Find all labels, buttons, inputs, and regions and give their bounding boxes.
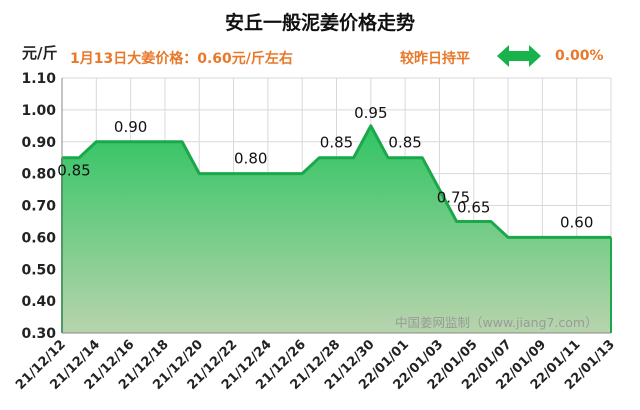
series-line (62, 124, 611, 239)
y-tick-label: 0.40 (21, 294, 56, 310)
data-label: 0.60 (560, 213, 593, 231)
y-tick-label: 1.10 (21, 71, 56, 87)
data-label: 0.85 (57, 162, 90, 180)
y-unit-label: 元/斤 (22, 44, 58, 62)
watermark: 中国姜网监制（www.jiang7.com） (395, 315, 598, 330)
price-subtitle: 1月13日大姜价格：0.60元/斤左右 (70, 51, 293, 67)
data-label: 0.95 (354, 104, 387, 122)
chart-title: 安丘一般泥姜价格走势 (224, 12, 415, 34)
data-label: 0.90 (114, 118, 147, 136)
data-label: 0.75 (437, 189, 470, 207)
y-tick-label: 0.30 (21, 326, 56, 342)
area-fill (62, 125, 611, 333)
y-tick-label: 1.00 (21, 103, 56, 119)
data-label: 0.65 (457, 198, 490, 216)
status-text: 较昨日持平 (400, 51, 470, 67)
y-tick-label: 0.50 (21, 262, 56, 278)
data-label: 0.85 (388, 134, 421, 152)
change-percent: 0.00% (555, 48, 604, 64)
y-tick-label: 0.60 (21, 230, 56, 246)
y-tick-label: 0.90 (21, 135, 56, 151)
data-label: 0.85 (320, 134, 353, 152)
y-tick-label: 0.80 (21, 167, 56, 183)
y-tick-label: 0.70 (21, 199, 56, 215)
data-label: 0.80 (234, 150, 267, 168)
double-arrow-icon (497, 44, 541, 72)
